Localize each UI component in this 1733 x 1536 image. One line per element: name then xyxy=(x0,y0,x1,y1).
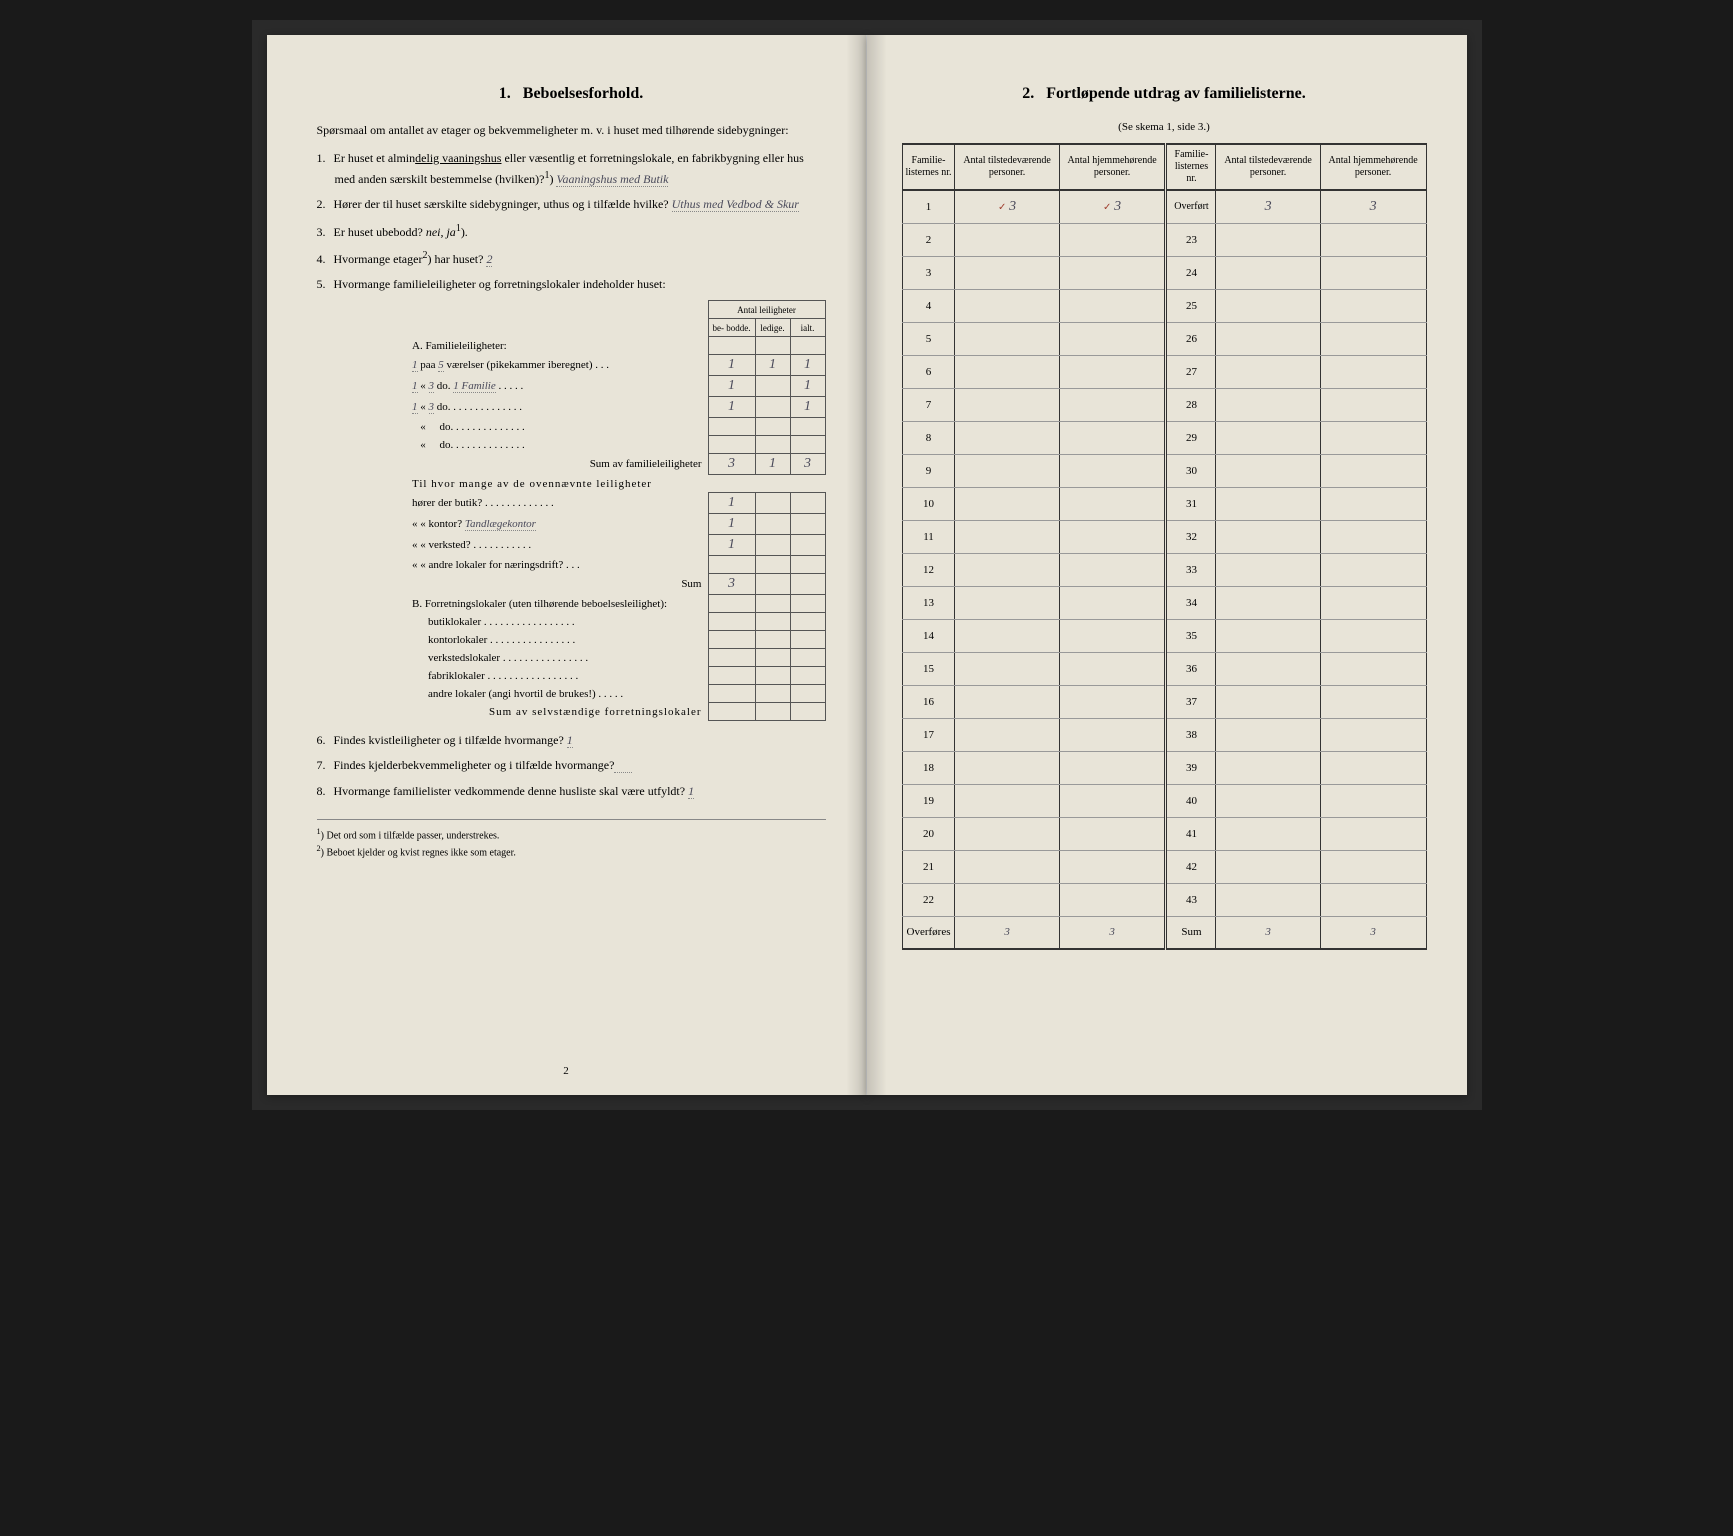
question-5: 5. Hvormange familieleiligheter og forre… xyxy=(317,275,826,294)
table-row: « « kontor? Tandlægekontor 1 xyxy=(408,514,825,535)
spine-shadow xyxy=(867,35,887,1095)
q1-handwritten: Vaaningshus med Butik xyxy=(556,172,668,187)
table-row: 728 xyxy=(902,388,1426,421)
table-row: 223 xyxy=(902,223,1426,256)
table-row: fabriklokaler . . . . . . . . . . . . . … xyxy=(408,667,825,685)
left-page: 1. Beboelsesforhold. Spørsmaal om antall… xyxy=(267,35,867,1095)
table-row: hører der butik? . . . . . . . . . . . .… xyxy=(408,493,825,514)
table-row: 1536 xyxy=(902,652,1426,685)
question-8: 8. Hvormange familielister vedkommende d… xyxy=(317,782,826,801)
table-row: 2041 xyxy=(902,817,1426,850)
section-1-title: 1. Beboelsesforhold. xyxy=(317,85,826,103)
sum-row-b: Sum av selvstændige forretningslokaler xyxy=(408,703,825,721)
spine-shadow xyxy=(846,35,866,1095)
question-3: 3. Er huset ubebodd? nei, ja1). xyxy=(317,221,826,242)
sum-row-a: Sum av familieleiligheter 3 1 3 xyxy=(408,454,825,475)
table-row: « do. . . . . . . . . . . . . . xyxy=(408,436,825,454)
table-row: « « andre lokaler for næringsdrift? . . … xyxy=(408,556,825,574)
table-row: butiklokaler . . . . . . . . . . . . . .… xyxy=(408,613,825,631)
table-row: 1 « 3 do. . . . . . . . . . . . . . 1 1 xyxy=(408,397,825,418)
intro-text: Spørsmaal om antallet av etager og bekve… xyxy=(317,121,826,139)
question-list: 1. Er huset et almindelig vaaningshus el… xyxy=(317,149,826,294)
table-row: 1233 xyxy=(902,553,1426,586)
section-1-text: Beboelsesforhold. xyxy=(523,85,643,102)
book-spread: 1. Beboelsesforhold. Spørsmaal om antall… xyxy=(252,20,1482,1110)
question-7: 7. Findes kjelderbekvemmeligheter og i t… xyxy=(317,756,826,775)
q2-handwritten: Uthus med Vedbod & Skur xyxy=(672,197,799,212)
table-row: 2243 xyxy=(902,883,1426,916)
question-4: 4. Hvormange etager2) har huset? 2 xyxy=(317,248,826,269)
table-row: verkstedslokaler . . . . . . . . . . . .… xyxy=(408,649,825,667)
table-row: 1 paa 5 værelser (pikekammer iberegnet) … xyxy=(408,355,825,376)
family-list-table: Familie- listernes nr. Antal tilstedevær… xyxy=(902,143,1427,950)
section-2-title: 2. Fortløpende utdrag av familielisterne… xyxy=(902,85,1427,103)
footnotes: 1) Det ord som i tilfælde passer, unders… xyxy=(317,819,826,861)
table-row: andre lokaler (angi hvortil de brukes!) … xyxy=(408,685,825,703)
page-number: 2 xyxy=(563,1065,569,1077)
table-row: 1435 xyxy=(902,619,1426,652)
section-2-text: Fortløpende utdrag av familielisterne. xyxy=(1046,85,1306,102)
section-2-num: 2. xyxy=(1022,85,1034,102)
table-row: 1839 xyxy=(902,751,1426,784)
question-1: 1. Er huset et almindelig vaaningshus el… xyxy=(317,149,826,189)
mid-sum-row: Sum 3 xyxy=(408,574,825,595)
table-row: 1334 xyxy=(902,586,1426,619)
table-row: 2142 xyxy=(902,850,1426,883)
question-6: 6. Findes kvistleiligheter og i tilfælde… xyxy=(317,731,826,750)
table-row: 829 xyxy=(902,421,1426,454)
table-row: 1637 xyxy=(902,685,1426,718)
table-row: 1✓ 3✓ 3Overført33 xyxy=(902,190,1426,223)
table-row: 627 xyxy=(902,355,1426,388)
table-row: 930 xyxy=(902,454,1426,487)
table-row: « « verksted? . . . . . . . . . . . 1 xyxy=(408,535,825,556)
table-row: 324 xyxy=(902,256,1426,289)
table-row: 1940 xyxy=(902,784,1426,817)
section-1-num: 1. xyxy=(499,85,511,102)
overfores-row: Overføres 3 3 Sum 3 3 xyxy=(902,916,1426,949)
table-row: 1738 xyxy=(902,718,1426,751)
section-2-subtitle: (Se skema 1, side 3.) xyxy=(902,121,1427,133)
table-row: 425 xyxy=(902,289,1426,322)
table-row: 1 « 3 do. 1 Familie . . . . . 1 1 xyxy=(408,376,825,397)
table-row: 1132 xyxy=(902,520,1426,553)
bottom-questions: 6. Findes kvistleiligheter og i tilfælde… xyxy=(317,731,826,801)
right-page: 2. Fortløpende utdrag av familielisterne… xyxy=(867,35,1467,1095)
q4-handwritten: 2 xyxy=(486,252,492,267)
table-row: kontorlokaler . . . . . . . . . . . . . … xyxy=(408,631,825,649)
question-2: 2. Hører der til huset særskilte sidebyg… xyxy=(317,195,826,214)
apartments-table: Antal leiligheter be- bodde. ledige. ial… xyxy=(408,300,826,721)
table-row: « do. . . . . . . . . . . . . . xyxy=(408,418,825,436)
table-row: 526 xyxy=(902,322,1426,355)
table-row: 1031 xyxy=(902,487,1426,520)
